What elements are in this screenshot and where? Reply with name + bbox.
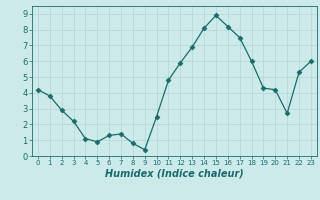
X-axis label: Humidex (Indice chaleur): Humidex (Indice chaleur) xyxy=(105,169,244,179)
